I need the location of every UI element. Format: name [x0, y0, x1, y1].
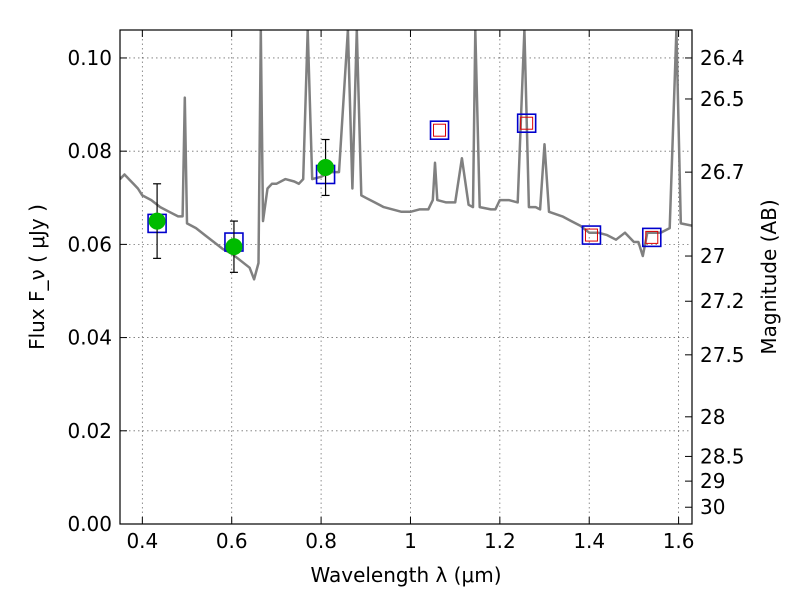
- y-tick-label: 0.02: [67, 419, 112, 443]
- grid-lines: [120, 30, 692, 525]
- x-tick-label: 1.2: [484, 529, 516, 553]
- magnitude-tick-label: 30: [700, 495, 725, 519]
- y-tick-label: 0.00: [67, 512, 112, 536]
- model-flux-box: [581, 225, 602, 245]
- observed-flux-point: [225, 238, 243, 256]
- y-tick-label: 0.04: [67, 326, 112, 350]
- y-tick-label: 0.06: [67, 232, 112, 256]
- upper-limit-box: [584, 228, 598, 242]
- model-flux-box: [429, 120, 450, 140]
- x-tick-label: 0.8: [305, 529, 337, 553]
- observed-flux-point: [317, 158, 335, 176]
- magnitude-tick-label: 26.5: [700, 87, 745, 111]
- right-axis-label: Magnitude (AB): [757, 199, 781, 354]
- magnitude-tick-label: 28.5: [700, 444, 745, 468]
- model-flux-box: [516, 113, 537, 134]
- magnitude-tick-label: 26.4: [700, 46, 745, 70]
- magnitude-tick-label: 28: [700, 405, 725, 429]
- model-spectrum: [120, 30, 692, 281]
- model-flux-box: [641, 227, 662, 248]
- y-axis-label: Flux F_ν ( μJy ): [25, 204, 49, 350]
- upper-limit-box: [645, 230, 659, 244]
- magnitude-tick-label: 27.5: [700, 343, 745, 367]
- tick-labels: 0.4 0.6 0.8 1 1.2 1.4 1.6 0.00 0.02 0.04 0.06 0.08 0…: [67, 46, 744, 553]
- upper-limit-box: [520, 116, 534, 130]
- y-tick-label: 0.08: [67, 139, 112, 163]
- observed-flux-point: [148, 212, 166, 230]
- magnitude-tick-label: 29: [700, 469, 725, 493]
- magnitude-tick-label: 27.2: [700, 289, 745, 313]
- x-tick-label: 1.4: [573, 529, 605, 553]
- x-tick-label: 1: [404, 529, 417, 553]
- x-tick-label: 0.4: [126, 529, 158, 553]
- axis-ticks: [120, 30, 692, 525]
- y-tick-label: 0.10: [67, 46, 112, 70]
- upper-limit-box: [433, 123, 447, 137]
- x-tick-label: 1.6: [663, 529, 695, 553]
- plot-frame: [119, 29, 693, 525]
- magnitude-tick-label: 27: [700, 244, 725, 268]
- x-axis-label: Wavelength λ (μm): [310, 563, 501, 587]
- photometry-points: [147, 113, 662, 273]
- magnitude-tick-label: 26.7: [700, 160, 745, 184]
- x-tick-label: 0.6: [216, 529, 248, 553]
- spectrum-line: [120, 30, 692, 281]
